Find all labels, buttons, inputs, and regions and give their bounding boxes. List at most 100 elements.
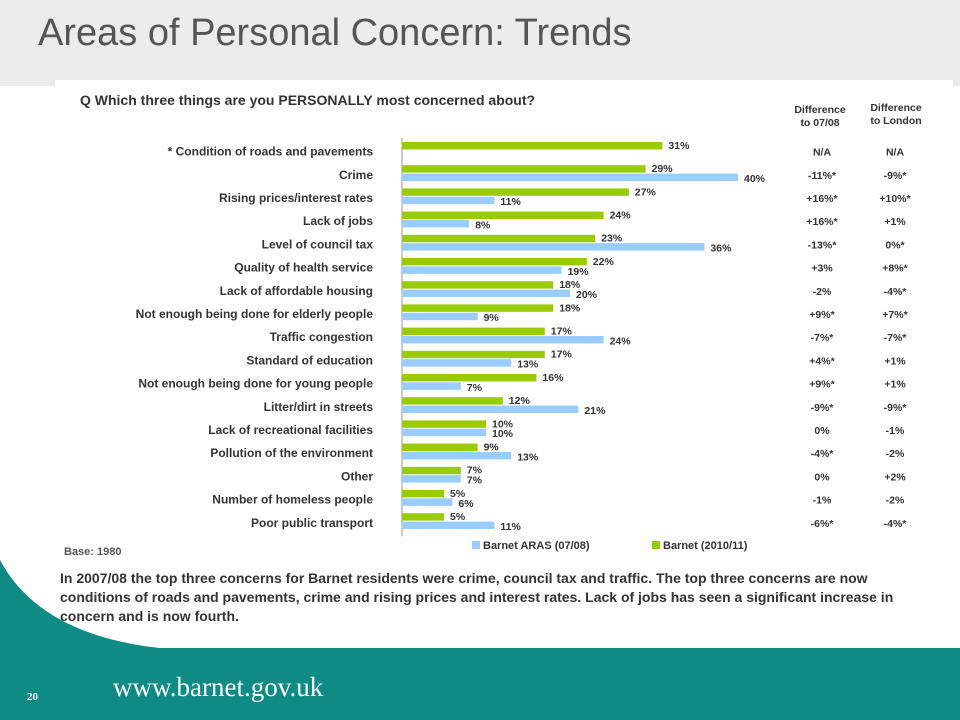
diff-to-0708-value: +16%* — [806, 216, 838, 228]
category-label: Lack of affordable housing — [220, 284, 373, 298]
value-label-2010-11: 23% — [601, 233, 623, 245]
bar-2010-11 — [402, 374, 537, 382]
value-label-2010-11: 18% — [559, 302, 581, 314]
diff-to-0708-value: 0% — [814, 425, 830, 437]
bar-2010-11 — [402, 350, 545, 359]
value-label-2010-11: 31% — [668, 140, 690, 152]
category-label: Standard of education — [246, 353, 373, 367]
bar-2010-11 — [402, 281, 554, 289]
bar-2010-11 — [402, 327, 545, 335]
legend-swatch — [652, 541, 660, 549]
bar-07-08 — [402, 405, 579, 413]
value-label-2010-11: 27% — [635, 186, 657, 198]
value-label-07-08: 7% — [467, 382, 483, 394]
content-panel — [55, 80, 953, 560]
category-label: Not enough being done for elderly people — [136, 307, 374, 321]
bar-2010-11 — [402, 142, 663, 150]
value-label-2010-11: 16% — [542, 372, 564, 384]
bar-07-08 — [402, 498, 453, 506]
value-label-2010-11: 24% — [610, 210, 632, 222]
diff-to-0708-value: -9%* — [811, 402, 835, 414]
legend-swatch — [472, 541, 480, 549]
category-label: Litter/dirt in streets — [264, 400, 374, 414]
category-label: Level of council tax — [262, 237, 374, 251]
diff-to-0708-value: -2% — [813, 286, 832, 298]
diff-to-london-value: -7%* — [884, 332, 908, 344]
value-label-2010-11: 12% — [509, 395, 531, 407]
bar-07-08 — [402, 359, 512, 367]
category-label: Poor public transport — [251, 516, 373, 530]
diff-to-0708-value: -7%* — [811, 332, 835, 344]
bar-07-08 — [402, 266, 562, 274]
value-label-07-08: 10% — [492, 428, 514, 440]
value-label-2010-11: 17% — [551, 349, 573, 361]
diff-to-london-value: +10%* — [879, 193, 911, 205]
diff-to-0708-value: -1% — [813, 495, 832, 507]
value-label-07-08: 20% — [576, 289, 598, 301]
value-label-07-08: 40% — [744, 173, 766, 185]
category-label: Quality of health service — [234, 261, 373, 275]
value-label-07-08: 24% — [610, 335, 632, 347]
bar-2010-11 — [402, 258, 587, 266]
bar-07-08 — [402, 173, 738, 181]
diff-london-header-line1: Difference — [870, 102, 922, 114]
bar-07-08 — [402, 196, 495, 205]
page-number: 20 — [27, 691, 38, 703]
diff-to-london-value: +7%* — [882, 309, 908, 321]
value-label-2010-11: 9% — [484, 442, 500, 454]
legend-label: Barnet ARAS (07/08) — [483, 540, 590, 552]
category-label: Crime — [339, 168, 373, 182]
value-label-07-08: 21% — [584, 405, 606, 417]
diff-to-0708-value: +4%* — [809, 355, 835, 367]
diff-to-london-value: +2% — [884, 471, 906, 483]
bar-2010-11 — [402, 490, 444, 498]
category-label: Traffic congestion — [270, 330, 373, 344]
category-label: Lack of recreational facilities — [208, 423, 373, 437]
value-label-07-08: 8% — [475, 219, 491, 231]
diff-to-0708-value: -11%* — [808, 170, 837, 182]
diff-to-0708-value: +16%* — [806, 193, 838, 205]
diff-to-london-value: -2% — [886, 495, 905, 507]
diff-to-london-value: -4%* — [884, 518, 908, 530]
bar-2010-11 — [402, 211, 604, 219]
value-label-07-08: 6% — [458, 498, 474, 510]
value-label-07-08: 9% — [484, 312, 500, 324]
diff-to-london-value: +1% — [884, 379, 906, 391]
summary-text: In 2007/08 the top three concerns for Ba… — [60, 570, 894, 624]
diff-to-0708-value: +3% — [811, 263, 833, 275]
base-count: Base: 1980 — [64, 546, 122, 558]
diff-to-0708-value: +9%* — [809, 309, 835, 321]
diff-to-0708-value: -13%* — [808, 239, 838, 251]
bar-07-08 — [402, 312, 478, 321]
category-label: Other — [341, 469, 373, 483]
bar-2010-11 — [402, 513, 444, 521]
value-label-2010-11: 7% — [467, 465, 483, 477]
bar-07-08 — [402, 452, 512, 460]
bar-2010-11 — [402, 304, 554, 312]
category-label: * Condition of roads and pavements — [168, 145, 374, 159]
bar-2010-11 — [402, 188, 629, 196]
diff-to-london-value: +8%* — [882, 263, 908, 275]
survey-question: Q Which three things are you PERSONALLY … — [80, 92, 536, 108]
bar-07-08 — [402, 289, 570, 297]
diff-to-0708-value: -6%* — [811, 518, 835, 530]
value-label-2010-11: 29% — [652, 163, 674, 175]
bar-07-08 — [402, 475, 461, 483]
diff-to-london-value: +1% — [884, 355, 906, 367]
diff-to-london-value: -2% — [886, 448, 905, 460]
diff-to-london-value: N/A — [886, 147, 905, 159]
diff-to-0708-value: 0% — [814, 471, 830, 483]
diff-0708-header-line2: to 07/08 — [800, 117, 840, 129]
diff-to-london-value: -1% — [886, 425, 905, 437]
bar-2010-11 — [402, 234, 596, 243]
bar-2010-11 — [402, 165, 646, 173]
value-label-2010-11: 5% — [450, 488, 466, 500]
diff-london-header-line2: to London — [870, 115, 922, 127]
bar-07-08 — [402, 521, 495, 529]
category-label: Pollution of the environment — [210, 446, 373, 460]
value-label-07-08: 36% — [710, 243, 732, 255]
category-label: Lack of jobs — [303, 214, 373, 228]
diff-to-london-value: +1% — [884, 216, 906, 228]
footer-url: www.barnet.gov.uk — [113, 672, 324, 702]
